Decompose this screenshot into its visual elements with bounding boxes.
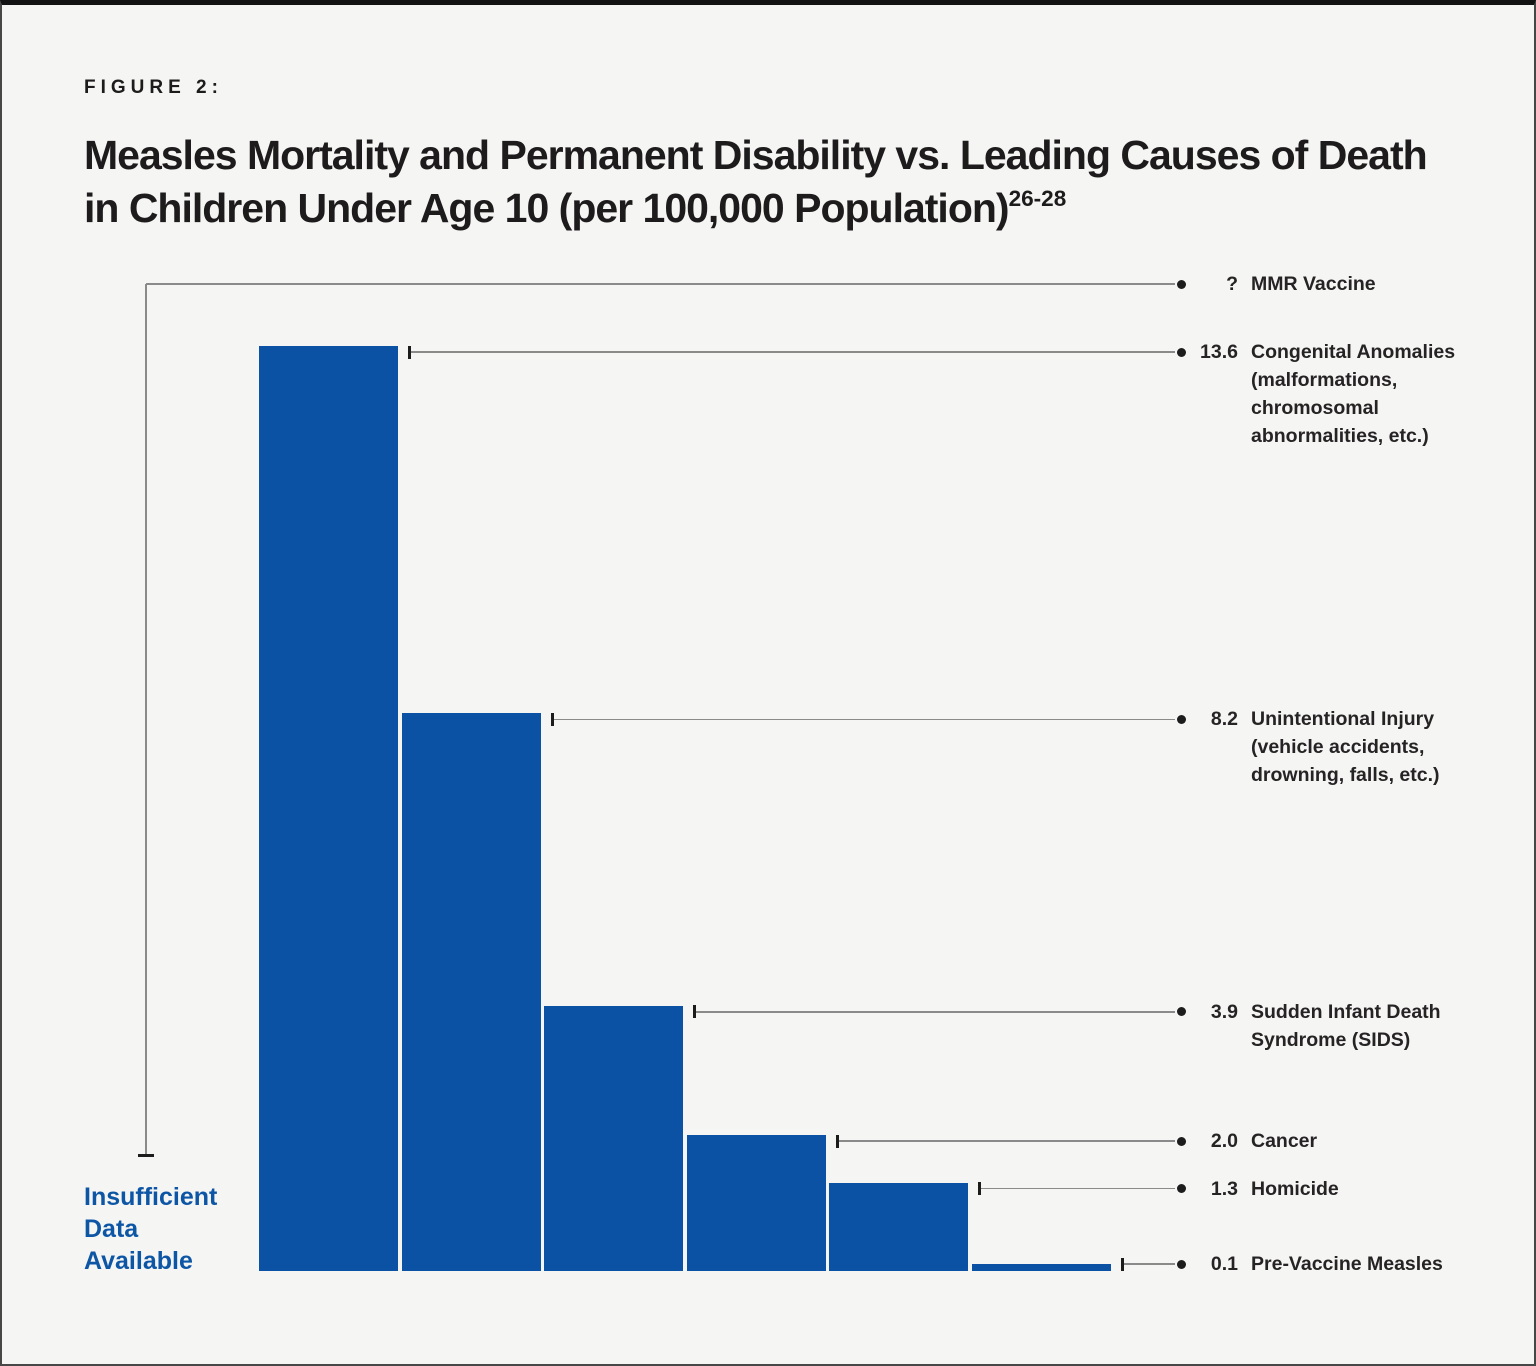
callout-label-congenital-anomalies: Congenital Anomalies (malformations, chr… <box>1251 341 1456 448</box>
bar-sids <box>544 1005 683 1271</box>
callout-line-cancer <box>838 1140 1175 1142</box>
callout-label-cancer: Cancer <box>1251 1130 1318 1152</box>
callout-label-sids: Sudden Infant Death Syndrome (SIDS) <box>1251 1000 1441 1051</box>
callout-line-congenital-anomalies <box>411 351 1175 353</box>
callout-line-mmr-vaccine <box>146 283 1175 285</box>
callout-line-unintentional-injury <box>553 718 1175 721</box>
callout-dot-sids <box>1176 1007 1186 1017</box>
callout-tick-cancer <box>835 1134 839 1148</box>
bar-pre-vaccine-measles <box>971 1264 1111 1271</box>
figure-label: FIGURE 2: <box>84 77 223 98</box>
callout-dot-unintentional-injury <box>1176 714 1186 724</box>
bar-unintentional-injury <box>401 713 541 1271</box>
figure-title-superscript: 26-28 <box>1008 186 1067 212</box>
bar-cancer <box>686 1135 826 1271</box>
callout-label-mmr-vaccine: MMR Vaccine <box>1251 273 1376 295</box>
callout-tick-pre-vaccine-measles <box>1120 1257 1124 1271</box>
callout-value-congenital-anomalies: 13.6 <box>1200 341 1238 364</box>
callout-value-unintentional-injury: 8.2 <box>1210 708 1238 731</box>
callout-dot-homicide <box>1176 1184 1186 1194</box>
bar-congenital-anomalies <box>259 346 398 1271</box>
callout-value-homicide: 1.3 <box>1210 1177 1238 1200</box>
callout-dot-pre-vaccine-measles <box>1176 1259 1186 1269</box>
callout-tick-congenital-anomalies <box>408 345 411 359</box>
callout-label-unintentional-injury: Unintentional Injury (vehicle accidents,… <box>1251 708 1440 787</box>
callout-dot-cancer <box>1176 1136 1186 1146</box>
callout-tick-sids <box>693 1005 696 1019</box>
callout-value-sids: 3.9 <box>1210 1000 1238 1023</box>
callout-value-mmr-vaccine: ? <box>1226 273 1238 295</box>
callout-line-sids <box>696 1011 1175 1013</box>
callout-dot-congenital-anomalies <box>1176 347 1186 357</box>
insufficient-data-note: Insufficient Data Available <box>84 1183 218 1275</box>
callout-label-pre-vaccine-measles: Pre-Vaccine Measles <box>1251 1253 1443 1275</box>
callout-line-pre-vaccine-measles <box>1123 1263 1175 1265</box>
callout-line-homicide <box>981 1187 1175 1190</box>
callout-value-cancer: 2.0 <box>1210 1130 1238 1152</box>
callout-vline-mmr-vaccine <box>145 284 147 1155</box>
callout-label-homicide: Homicide <box>1251 1177 1339 1200</box>
callout-value-pre-vaccine-measles: 0.1 <box>1210 1253 1238 1275</box>
bar-homicide <box>829 1182 968 1271</box>
callout-dot-mmr-vaccine <box>1176 279 1186 289</box>
figure-title: Measles Mortality and Permanent Disabili… <box>84 129 1454 235</box>
bar-chart-area: ? MMR Vaccine 13.6 Congenital Anomalies (ma… <box>2 5 1534 1364</box>
figure-title-text: Measles Mortality and Permanent Disabili… <box>84 132 1428 231</box>
callout-endtick-mmr-vaccine <box>138 1153 154 1157</box>
callout-tick-homicide <box>978 1182 981 1196</box>
callout-tick-unintentional-injury <box>550 712 554 726</box>
